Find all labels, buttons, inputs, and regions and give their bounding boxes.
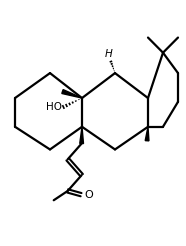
Polygon shape <box>80 127 84 144</box>
Polygon shape <box>145 127 149 141</box>
Text: HO: HO <box>46 102 62 112</box>
Text: O: O <box>84 190 93 200</box>
Text: H: H <box>105 49 113 59</box>
Polygon shape <box>62 90 82 98</box>
